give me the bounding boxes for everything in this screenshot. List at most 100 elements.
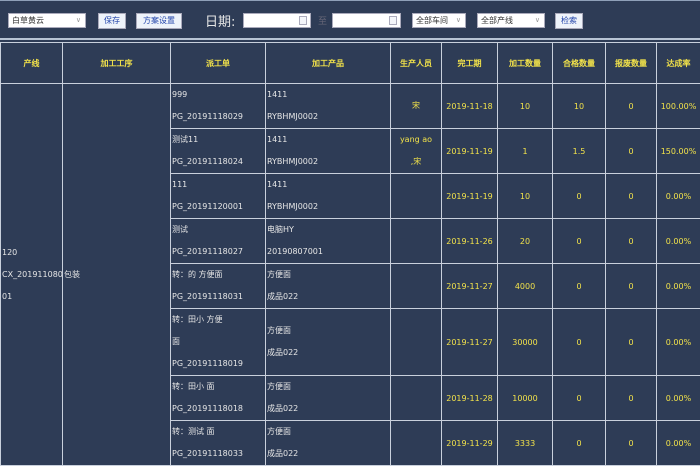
scrap-cell: 0	[606, 84, 657, 129]
cell-line: RYBHMJ0002	[267, 151, 390, 173]
qty-cell: 10	[498, 84, 553, 129]
workshop-select[interactable]: 全部车间∨	[412, 13, 466, 28]
qualified-cell: 10	[553, 84, 606, 129]
rate-cell: 0.00%	[657, 219, 700, 264]
rate-cell: 0.00%	[657, 376, 700, 421]
cell-line: 宋	[391, 95, 441, 117]
qualified-cell: 0	[553, 174, 606, 219]
header-order: 派工单	[171, 43, 266, 84]
scrap-cell: 0	[606, 309, 657, 376]
cell-line: 01	[2, 286, 62, 308]
header-rate: 达成率	[657, 43, 700, 84]
cell-line: 120	[2, 242, 62, 264]
cell-line: 成品022	[267, 443, 390, 465]
cell-line: 成品022	[267, 398, 390, 420]
cell-line: 转：田小 方便	[172, 309, 265, 331]
qty-cell: 10	[498, 174, 553, 219]
cell-line: 转：测试 面	[172, 421, 265, 443]
date-separator: 至	[318, 14, 327, 27]
rate-cell: 0.00%	[657, 264, 700, 309]
qualified-cell: 0	[553, 421, 606, 466]
cell-line: 成品022	[267, 286, 390, 308]
cell-line: PG_20191118019	[172, 353, 265, 375]
staff-cell: yang ao,宋	[391, 129, 442, 174]
cell-line: PG_20191118018	[172, 398, 265, 420]
qualified-cell: 0	[553, 376, 606, 421]
calendar-icon[interactable]	[299, 16, 307, 25]
qualified-cell: 0	[553, 219, 606, 264]
header-qualified: 合格数量	[553, 43, 606, 84]
staff-cell	[391, 309, 442, 376]
staff-cell	[391, 264, 442, 309]
line-select[interactable]: 全部产线∨	[477, 13, 545, 28]
cell-line: CX_201911080	[2, 264, 62, 286]
cell-line: 方便面	[267, 264, 390, 286]
header-product: 加工产品	[266, 43, 391, 84]
scrap-cell: 0	[606, 129, 657, 174]
cell-line: 方便面	[267, 421, 390, 443]
qualified-cell: 0	[553, 309, 606, 376]
finish-date-cell: 2019-11-27	[442, 309, 498, 376]
product-cell: 方便面成品022	[266, 309, 391, 376]
cell-line: RYBHMJ0002	[267, 196, 390, 218]
finish-date-cell: 2019-11-19	[442, 129, 498, 174]
cell-line: PG_20191118024	[172, 151, 265, 173]
scheme-value: 白草黄云	[12, 16, 44, 25]
toolbar: 白草黄云 ∨ 保存 方案设置 日期: 至 全部车间∨ 全部产线∨ 检索	[0, 0, 700, 40]
date-to-input[interactable]	[332, 13, 401, 28]
cell-line: PG_20191118027	[172, 241, 265, 263]
process-cell: 包装	[63, 84, 171, 466]
cell-line: 转：田小 面	[172, 376, 265, 398]
cell-line: PG_20191118031	[172, 286, 265, 308]
cell-line: 转：的 方便面	[172, 264, 265, 286]
qty-cell: 20	[498, 219, 553, 264]
cell-line: RYBHMJ0002	[267, 106, 390, 128]
cell-line: 电脑HY	[267, 219, 390, 241]
save-button[interactable]: 保存	[98, 13, 126, 29]
cell-line: 20190807001	[267, 241, 390, 263]
qty-cell: 30000	[498, 309, 553, 376]
rate-cell: 100.00%	[657, 84, 700, 129]
calendar-icon[interactable]	[389, 16, 397, 25]
rate-cell: 0.00%	[657, 309, 700, 376]
cell-line: 面	[172, 331, 265, 353]
scheme-settings-button[interactable]: 方案设置	[136, 13, 182, 29]
qty-cell: 3333	[498, 421, 553, 466]
chevron-down-icon: ∨	[76, 14, 81, 27]
scrap-cell: 0	[606, 376, 657, 421]
header-finish-date: 完工期	[442, 43, 498, 84]
cell-line: PG_20191118033	[172, 443, 265, 465]
cell-line: yang ao	[391, 129, 441, 151]
date-label: 日期:	[205, 11, 235, 30]
date-from-input[interactable]	[243, 13, 311, 28]
header-process: 加工工序	[63, 43, 171, 84]
qualified-cell: 0	[553, 264, 606, 309]
staff-cell	[391, 421, 442, 466]
scheme-select[interactable]: 白草黄云 ∨	[8, 13, 86, 28]
scrap-cell: 0	[606, 421, 657, 466]
finish-date-cell: 2019-11-27	[442, 264, 498, 309]
scrap-cell: 0	[606, 264, 657, 309]
header-scrap: 报废数量	[606, 43, 657, 84]
cell-line: 1411	[267, 84, 390, 106]
rate-cell: 150.00%	[657, 129, 700, 174]
staff-cell: 宋	[391, 84, 442, 129]
finish-date-cell: 2019-11-26	[442, 219, 498, 264]
search-button[interactable]: 检索	[555, 13, 583, 29]
line-value: 全部产线	[481, 16, 513, 25]
scrap-cell: 0	[606, 174, 657, 219]
finish-date-cell: 2019-11-18	[442, 84, 498, 129]
qualified-cell: 1.5	[553, 129, 606, 174]
staff-cell	[391, 376, 442, 421]
